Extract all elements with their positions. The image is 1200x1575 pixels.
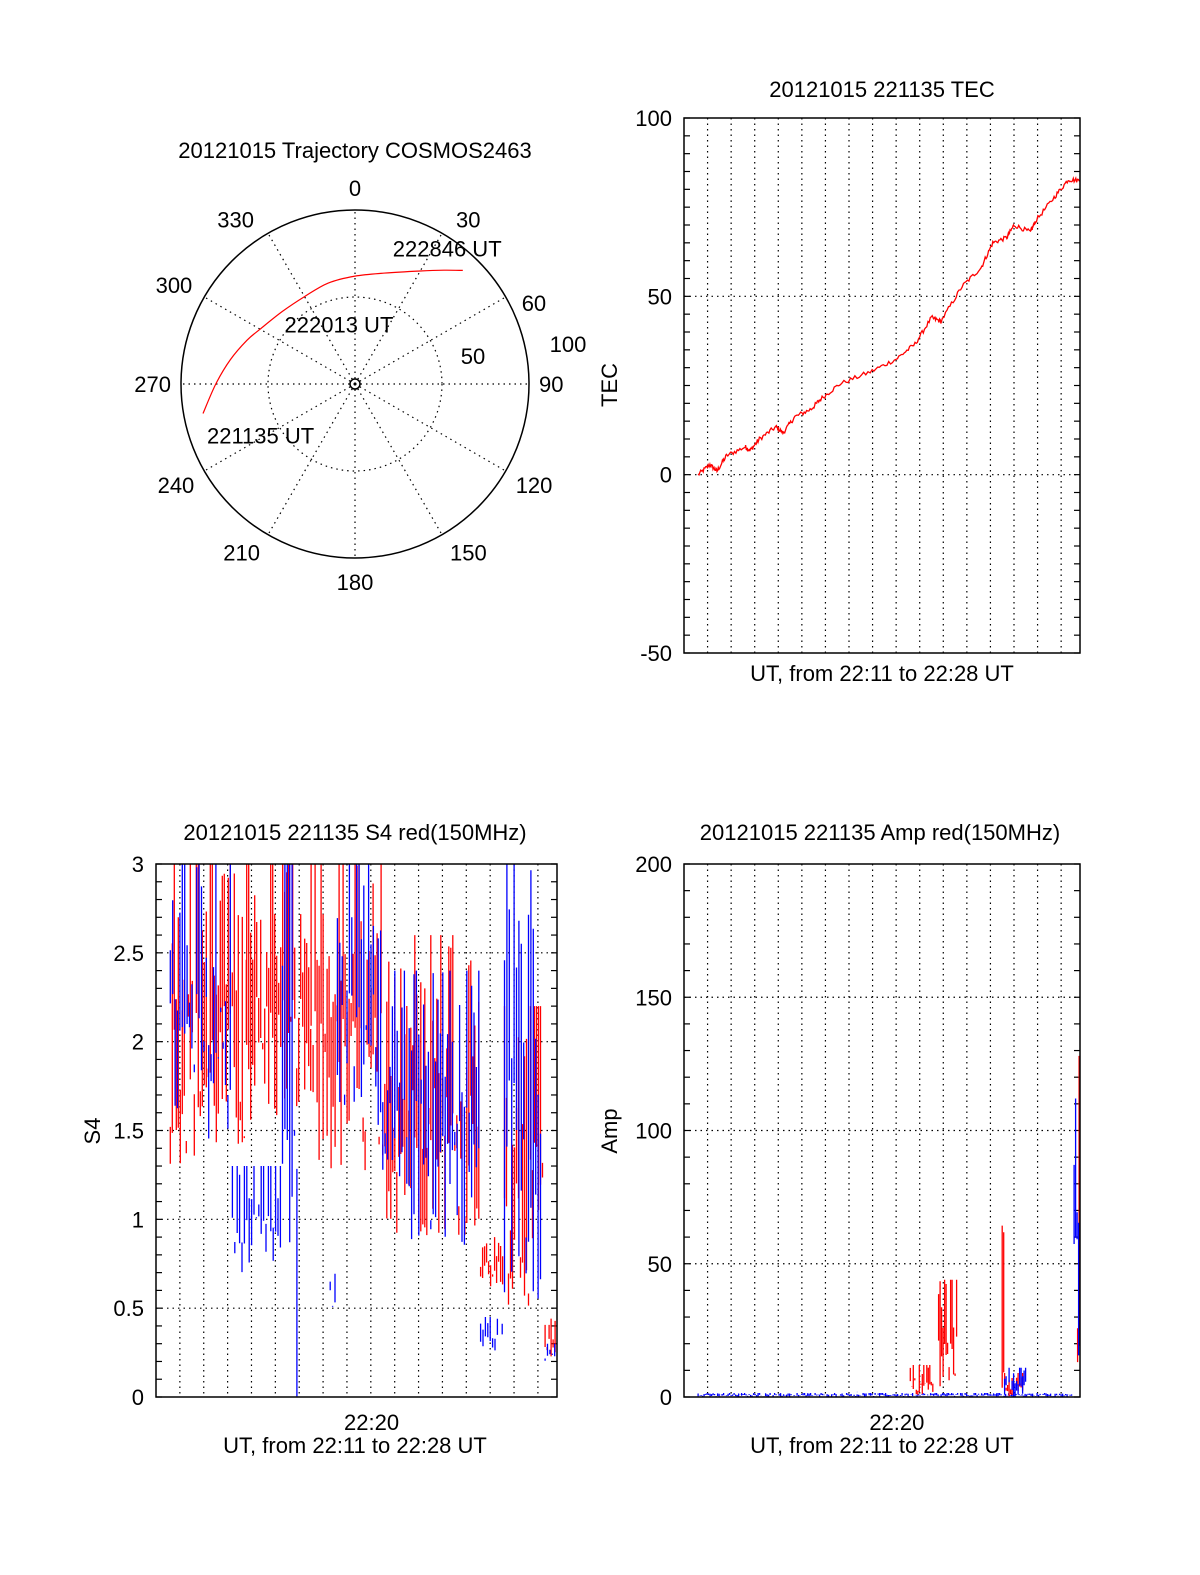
polar-spoke-300 bbox=[204, 296, 356, 385]
amp-blue-segment bbox=[1003, 1367, 1027, 1397]
polar-angle-label-60: 60 bbox=[522, 291, 546, 316]
s4-blue-segment bbox=[503, 864, 542, 1299]
plot-frame bbox=[155, 863, 558, 1398]
amp-blue-segment bbox=[1073, 1098, 1080, 1356]
x-tick-label: 22:20 bbox=[344, 1410, 399, 1435]
amp-chart: 20121015 221135 Amp red(150MHz) UT, from… bbox=[597, 820, 1081, 1458]
s4-blue-segment bbox=[382, 970, 480, 1245]
polar-circle-50 bbox=[267, 296, 443, 472]
y-tick-label: 50 bbox=[648, 1252, 672, 1277]
s4-red-segment bbox=[246, 864, 312, 1120]
y-tick-label: 50 bbox=[648, 284, 672, 309]
amp-blue-segment bbox=[697, 1393, 1073, 1397]
trajectory-title: 20121015 Trajectory COSMOS2463 bbox=[178, 138, 531, 163]
polar-radial-label-100: 100 bbox=[550, 332, 587, 357]
polar-spoke-210 bbox=[267, 383, 356, 535]
plot-frame bbox=[683, 117, 1081, 654]
polar-angle-label-30: 30 bbox=[456, 207, 480, 232]
polar-angle-label-240: 240 bbox=[158, 473, 195, 498]
s4-red-segment bbox=[479, 1237, 504, 1287]
polar-radial-labels: 50 100 bbox=[461, 332, 587, 369]
amp-ylabel: Amp bbox=[597, 1108, 622, 1153]
y-tick-label: 100 bbox=[635, 1119, 672, 1144]
y-tick-label: 1.5 bbox=[113, 1119, 144, 1144]
y-tick-label: 0 bbox=[660, 463, 672, 488]
trajectory-annotation: 222013 UT bbox=[285, 313, 394, 338]
y-tick-label: 1 bbox=[132, 1207, 144, 1232]
s4-title: 20121015 221135 S4 red(150MHz) bbox=[183, 820, 526, 845]
amp-red-segment bbox=[937, 1279, 958, 1387]
x-tick-label: 22:20 bbox=[869, 1410, 924, 1435]
polar-angle-label-270: 270 bbox=[134, 372, 171, 397]
y-tick-label: 0 bbox=[660, 1385, 672, 1410]
s4-blue-segment bbox=[169, 864, 231, 1139]
polar-angle-label-90: 90 bbox=[539, 372, 563, 397]
y-tick-label: 2 bbox=[132, 1030, 144, 1055]
trajectory-series bbox=[202, 269, 463, 414]
polar-angle-label-0: 0 bbox=[349, 176, 361, 201]
amp-xlabel: UT, from 22:11 to 22:28 UT bbox=[750, 1433, 1014, 1458]
y-tick-label: 100 bbox=[635, 106, 672, 131]
polar-center-mark bbox=[349, 378, 361, 390]
tec-xlabel: UT, from 22:11 to 22:28 UT bbox=[750, 661, 1014, 686]
amp-title: 20121015 221135 Amp red(150MHz) bbox=[700, 820, 1060, 845]
y-tick-label: 150 bbox=[635, 985, 672, 1010]
s4-blue-segment bbox=[544, 1343, 556, 1361]
y-tick-label: 3 bbox=[132, 852, 144, 877]
polar-spoke-150 bbox=[354, 383, 443, 535]
polar-spoke-120 bbox=[354, 383, 506, 472]
polar-angle-label-120: 120 bbox=[516, 473, 553, 498]
trajectory-line bbox=[202, 269, 463, 414]
tec-chart: 20121015 221135 TEC UT, from 22:11 to 22… bbox=[597, 77, 1081, 686]
amp-red-segment bbox=[1001, 1225, 1005, 1388]
tec-series-line bbox=[697, 176, 1080, 477]
s4-blue-segment bbox=[231, 1166, 282, 1273]
s4-blue-segment bbox=[336, 864, 382, 1125]
y-tick-label: 2.5 bbox=[113, 941, 144, 966]
tec-ylabel: TEC bbox=[597, 363, 622, 407]
s4-blue-segment bbox=[329, 1273, 336, 1307]
polar-spoke-30 bbox=[354, 233, 443, 385]
trajectory-annotations: 221135 UT 222013 UT 222846 UT bbox=[207, 236, 502, 448]
polar-radial-label-50: 50 bbox=[461, 344, 485, 369]
y-tick-label: 0.5 bbox=[113, 1296, 144, 1321]
plot-frame bbox=[683, 863, 1081, 1398]
polar-angle-label-330: 330 bbox=[217, 207, 254, 232]
polar-outer-circle bbox=[180, 209, 530, 559]
polar-angle-labels: 0 30 60 90 120 150 180 210 240 270 300 330 bbox=[134, 176, 563, 595]
y-tick-label: 0 bbox=[132, 1385, 144, 1410]
tec-title: 20121015 221135 TEC bbox=[769, 77, 995, 102]
polar-angle-label-180: 180 bbox=[337, 570, 374, 595]
polar-angle-label-150: 150 bbox=[450, 541, 487, 566]
trajectory-polar-chart: 20121015 Trajectory COSMOS2463 0 30 60 90 12… bbox=[134, 138, 586, 595]
polar-spoke-60 bbox=[354, 296, 506, 385]
trajectory-annotation: 221135 UT bbox=[207, 424, 314, 449]
s4-chart: 20121015 221135 S4 red(150MHz) UT, from … bbox=[80, 820, 558, 1458]
s4-ylabel: S4 bbox=[80, 1118, 105, 1145]
y-tick-label: -50 bbox=[640, 641, 672, 666]
polar-angle-label-300: 300 bbox=[156, 273, 193, 298]
s4-xlabel: UT, from 22:11 to 22:28 UT bbox=[223, 1433, 487, 1458]
polar-grid bbox=[180, 209, 530, 559]
y-tick-label: 200 bbox=[635, 852, 672, 877]
s4-blue-segment bbox=[281, 864, 298, 1397]
amp-red-segment bbox=[909, 1365, 934, 1395]
trajectory-annotation: 222846 UT bbox=[393, 236, 502, 261]
polar-spoke-240 bbox=[204, 383, 356, 472]
polar-spoke-330 bbox=[267, 233, 356, 385]
polar-angle-label-210: 210 bbox=[223, 541, 260, 566]
s4-blue-segment bbox=[479, 1317, 503, 1351]
